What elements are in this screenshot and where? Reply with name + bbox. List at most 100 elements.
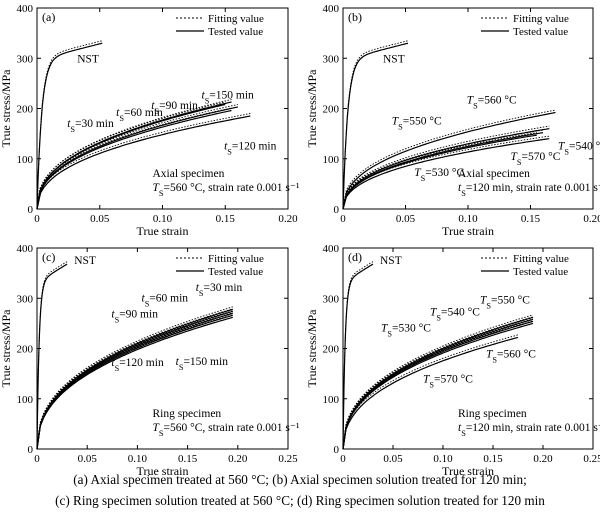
panel-note: TS=560 °C, strain rate 0.001 s⁻¹	[153, 182, 300, 198]
series-fitting-curve	[342, 318, 534, 447]
y-tick-label: 300	[17, 293, 34, 305]
series-fitting-curve	[342, 314, 534, 447]
x-tick-label: 0.25	[278, 453, 298, 465]
series-tested-curve	[36, 109, 232, 210]
series-fitting-curve	[36, 306, 233, 447]
legend-tested-label: Tested value	[208, 266, 263, 278]
panel-label: (a)	[42, 10, 55, 24]
chart-panel-1: 0 0.05 0.10 0.15 0.20 0 100 200 300 400 True strai…	[0, 3, 300, 238]
x-axis-label: True strain	[137, 224, 189, 238]
y-tick-label: 200	[17, 344, 34, 356]
panel-label: (b)	[348, 10, 362, 24]
x-tick-label: 0.25	[583, 453, 600, 465]
series-annotation-label: TS=570 °C	[423, 374, 473, 390]
legend-tested-label: Tested value	[513, 266, 568, 278]
y-tick-label: 0	[28, 204, 34, 216]
series-fitting-curve	[36, 314, 233, 447]
y-tick-label: 0	[334, 204, 340, 216]
y-tick-label: 400	[323, 243, 340, 255]
y-tick-label: 200	[323, 104, 340, 116]
y-tick-label: 200	[323, 344, 340, 356]
series-annotation-label: NST	[77, 53, 99, 65]
x-tick-label: 0.15	[521, 213, 541, 225]
series-annotation-label: tS=60 min	[141, 292, 188, 308]
y-axis-label: True stress/MPa	[305, 69, 319, 148]
series-fitting-curve	[36, 107, 232, 207]
x-axis-label: True strain	[137, 464, 189, 478]
legend-fitting-label: Fitting value	[208, 13, 264, 25]
series-annotation-label: tS=150 min	[176, 356, 229, 372]
series-tested-curve	[36, 103, 226, 210]
y-tick-label: 300	[323, 53, 340, 65]
series-fitting-curve	[342, 316, 534, 447]
y-tick-label: 300	[323, 293, 340, 305]
series-fitting-curve	[342, 129, 544, 207]
x-tick-label: 0.05	[78, 453, 98, 465]
series-fitting-curve	[36, 104, 238, 207]
series-annotation-label: TS=570 °C	[511, 151, 561, 167]
y-tick-label: 100	[17, 154, 34, 166]
panel-note: Ring specimen	[458, 408, 527, 420]
x-tick-label: 0.10	[153, 213, 173, 225]
series-fitting-curve	[36, 261, 68, 447]
series-fitting-curve	[342, 132, 537, 207]
series-annotation-label: TS=530 °C	[414, 167, 464, 183]
x-tick-label: 0	[34, 453, 40, 465]
series-tested-curve	[36, 42, 103, 210]
legend-fitting-label: Fitting value	[208, 253, 264, 265]
panel-note: Ring specimen	[153, 408, 222, 420]
caption-line-1: (a) Axial specimen treated at 560 °C; (b…	[73, 472, 527, 487]
chart-panel-2: 0 0.05 0.10 0.15 0.20 0 100 200 300 400 True strai…	[305, 3, 600, 238]
series-annotation-label: tS=120 min	[111, 357, 164, 373]
legend-tested-label: Tested value	[513, 26, 568, 38]
series-tested-curve	[342, 322, 534, 450]
series-annotation-label: NST	[383, 53, 405, 65]
x-tick-label: 0	[34, 213, 40, 225]
series-fitting-curve	[342, 320, 534, 447]
panel-label: (c)	[42, 250, 55, 264]
caption-line-2: (c) Ring specimen solution treated at 56…	[55, 493, 545, 508]
x-axis-label: True strain	[442, 464, 494, 478]
x-tick-label: 0.15	[178, 453, 198, 465]
panel-note: Axial specimen	[153, 168, 225, 180]
series-fitting-curve	[342, 40, 409, 207]
x-tick-label: 0	[340, 453, 346, 465]
series-fitting-curve	[342, 125, 550, 207]
y-tick-label: 100	[17, 394, 34, 406]
legend-fitting-label: Fitting value	[513, 13, 569, 25]
y-tick-label: 0	[334, 444, 340, 456]
series-tested-curve	[342, 318, 534, 450]
series-annotation-label: tS=30 min	[67, 118, 114, 134]
x-tick-label: 0.20	[228, 453, 248, 465]
series-tested-curve	[342, 111, 556, 210]
series-annotation-label: tS=30 min	[196, 282, 243, 298]
series-annotation-label: TS=550 °C	[392, 116, 442, 132]
series-annotation-label: tS=150 min	[201, 89, 254, 105]
series-tested-curve	[36, 312, 233, 450]
series-fitting-curve	[36, 101, 226, 207]
y-tick-label: 200	[17, 104, 34, 116]
x-tick-label: 0.20	[533, 453, 553, 465]
x-tick-label: 0.15	[216, 213, 236, 225]
x-tick-label: 0.10	[433, 453, 453, 465]
x-tick-label: 0.05	[396, 213, 416, 225]
series-annotation-label: TS=540 °C	[430, 306, 480, 322]
y-axis-label: True stress/MPa	[0, 69, 13, 148]
legend-fitting-label: Fitting value	[513, 253, 569, 265]
y-tick-label: 400	[17, 243, 34, 255]
series-annotation-label: NST	[74, 255, 96, 267]
y-axis-label: True stress/MPa	[0, 309, 13, 388]
y-tick-label: 0	[28, 444, 34, 456]
y-tick-label: 400	[323, 3, 340, 15]
series-fitting-curve	[342, 261, 374, 447]
x-tick-label: 0.15	[483, 453, 503, 465]
series-annotation-label: TS=550 °C	[480, 294, 530, 310]
x-tick-label: 0.20	[583, 213, 600, 225]
series-fitting-curve	[36, 40, 103, 207]
chart-panel-4: 0 0.05 0.10 0.15 0.20 0.25 0 100 200 300 400 True s…	[305, 243, 600, 478]
series-tested-curve	[342, 336, 519, 450]
y-axis-label: True stress/MPa	[305, 309, 319, 388]
panel-label: (d)	[348, 250, 362, 264]
x-tick-label: 0	[340, 213, 346, 225]
series-tested-curve	[342, 320, 534, 450]
